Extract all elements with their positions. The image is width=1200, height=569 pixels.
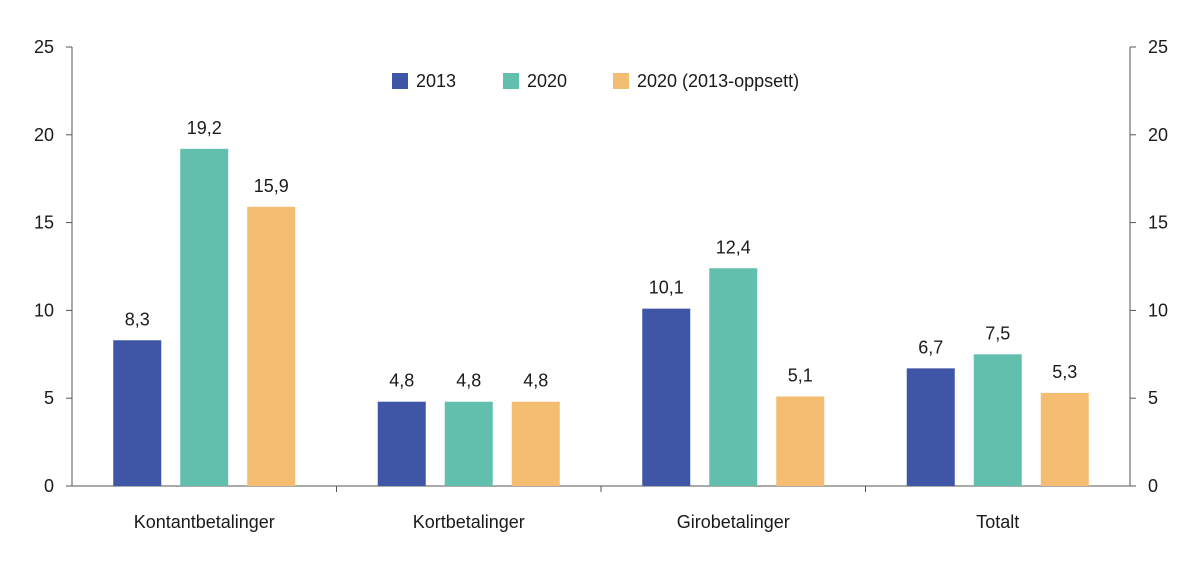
bar-value-label: 5,3 [1052,362,1077,382]
y-tick-label-right: 10 [1148,300,1168,320]
bar-2013 [642,308,691,486]
bar-value-label: 8,3 [125,309,150,329]
y-tick-label-right: 25 [1148,37,1168,57]
bar-2020-2013-oppsett [511,401,560,486]
legend-label: 2013 [416,71,456,91]
legend-label: 2020 (2013-oppsett) [637,71,799,91]
bars: 8,3 19,2 15,9 4,8 4,8 4,8 10,1 12,4 5,1 6,7 7,5 5,3 [113,118,1089,486]
bar-2013 [113,340,162,486]
legend-swatch [503,73,519,89]
bar-value-label: 4,8 [523,371,548,391]
bar-2020 [973,354,1022,486]
bar-value-label: 12,4 [716,237,751,257]
bar-value-label: 7,5 [985,323,1010,343]
bar-2020-2013-oppsett [776,396,825,486]
y-tick-label-left: 10 [34,300,54,320]
legend: 2013 2020 2020 (2013-oppsett) [392,71,799,91]
y-tick-label-right: 20 [1148,125,1168,145]
y-tick-label-left: 25 [34,37,54,57]
bar-2020-2013-oppsett [247,206,296,486]
x-category-label: Totalt [976,512,1019,532]
x-category-label: Girobetalinger [677,512,790,532]
y-tick-label-left: 0 [44,476,54,496]
legend-swatch [613,73,629,89]
bar-value-label: 4,8 [389,371,414,391]
bar-value-label: 5,1 [788,365,813,385]
bar-2020 [180,148,229,486]
y-tick-label-left: 15 [34,213,54,233]
y-tick-label-right: 0 [1148,476,1158,496]
y-tick-label-right: 5 [1148,388,1158,408]
legend-swatch [392,73,408,89]
bar-2020 [709,268,758,486]
bar-2020 [444,401,493,486]
legend-label: 2020 [527,71,567,91]
y-tick-label-right: 15 [1148,213,1168,233]
bar-value-label: 4,8 [456,371,481,391]
y-tick-label-left: 5 [44,388,54,408]
bar-value-label: 19,2 [187,118,222,138]
bar-value-label: 10,1 [649,278,684,298]
x-category-label: Kortbetalinger [413,512,525,532]
bar-2020-2013-oppsett [1040,392,1089,486]
bar-value-label: 15,9 [254,176,289,196]
bar-value-label: 6,7 [918,337,943,357]
y-tick-label-left: 20 [34,125,54,145]
bar-2013 [906,368,955,486]
x-category-label: Kontantbetalinger [134,512,275,532]
bar-2013 [377,401,426,486]
